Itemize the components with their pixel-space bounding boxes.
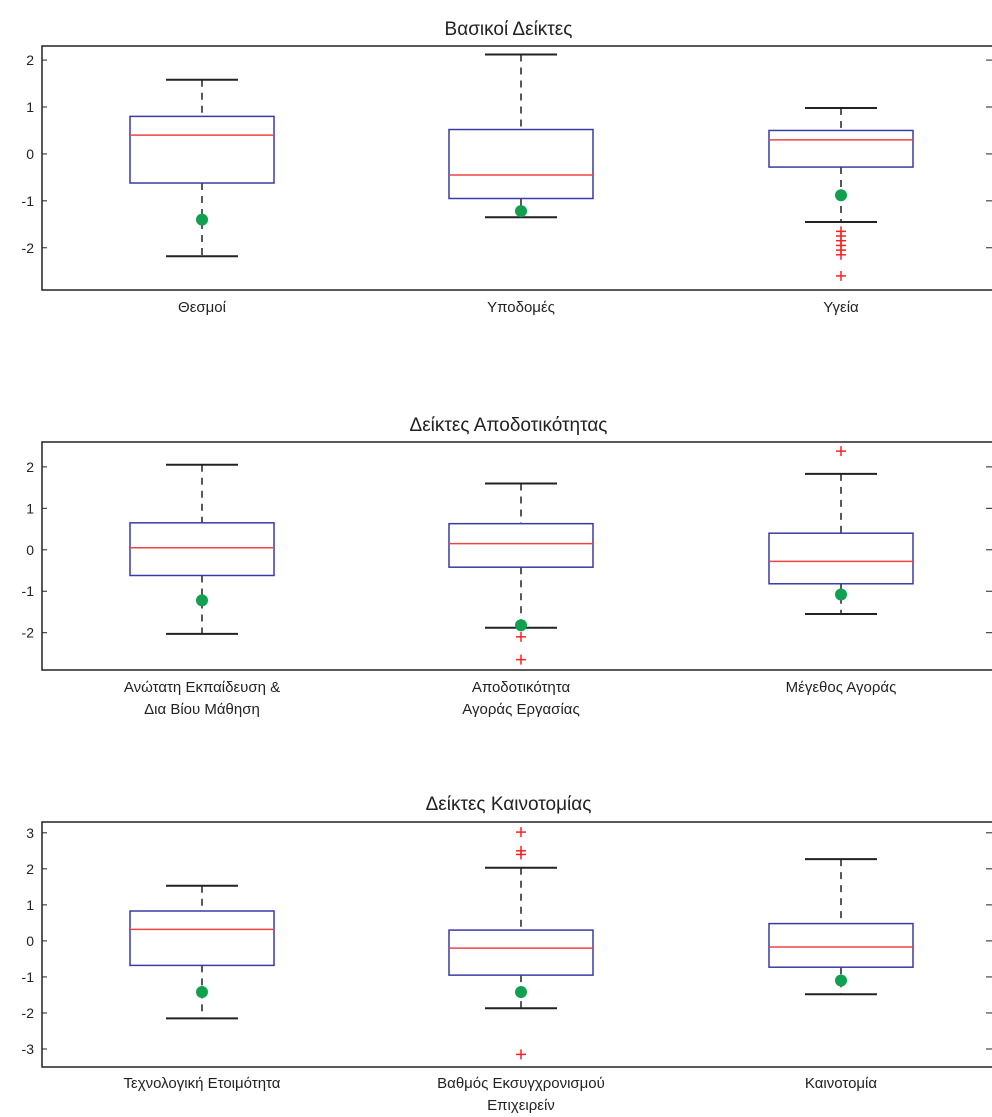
category-label: Υγεία — [823, 299, 859, 316]
plot-area-frame — [41, 821, 992, 1068]
category-label: Θεσμοί — [178, 299, 227, 316]
y-tick-label: 1 — [26, 897, 34, 913]
y-tick-label: 0 — [26, 146, 34, 162]
category-label: Μέγεθος Αγοράς — [786, 679, 897, 696]
panel-3: Δείκτες Καινοτομίας 3 2 1 0 -1 -2 -3 Τεχνολογική… — [22, 794, 992, 1114]
y-tick-label: -1 — [22, 583, 35, 599]
interquartile-box — [768, 532, 914, 585]
category-label: Αποδοτικότητα — [472, 679, 571, 696]
outlier-marker — [836, 249, 846, 260]
interquartile-box — [448, 522, 594, 568]
box-1 — [129, 463, 275, 635]
highlight-point — [515, 619, 527, 632]
box-3 — [768, 106, 914, 281]
interquartile-box — [768, 129, 914, 168]
y-tick-label: 2 — [26, 861, 34, 877]
category-label: Αγοράς Εργασίας — [462, 701, 579, 718]
category-label: Υποδομές — [487, 299, 555, 316]
highlight-point — [196, 986, 208, 999]
interquartile-box — [129, 910, 275, 967]
panel-title: Δείκτες Αποδοτικότητας — [410, 415, 608, 436]
y-tick-label: 0 — [26, 933, 34, 949]
outlier-marker — [516, 1049, 526, 1060]
highlight-point — [515, 205, 527, 218]
interquartile-box — [448, 128, 594, 200]
outlier-marker — [836, 270, 846, 281]
y-tick-label: 1 — [26, 99, 34, 115]
highlight-point — [835, 189, 847, 202]
box-1 — [129, 78, 275, 258]
y-tick-label: -1 — [22, 969, 35, 985]
panel-1: Βασικοί Δείκτες 2 1 0 -1 -2 Θεσμοί Υποδομές Υγεί… — [22, 19, 992, 316]
y-tick-label: 1 — [26, 500, 34, 516]
category-label: Τεχνολογική Ετοιμότητα — [124, 1075, 281, 1092]
y-tick-label: -2 — [22, 1005, 35, 1021]
y-tick-label: -2 — [22, 625, 35, 641]
highlight-point — [835, 588, 847, 601]
y-tick-label: 0 — [26, 542, 34, 558]
category-label: Καινοτομία — [805, 1075, 877, 1092]
category-label: Δια Βίου Μάθηση — [144, 701, 260, 718]
interquartile-box — [448, 929, 594, 976]
y-tick-label: -1 — [22, 193, 35, 209]
y-tick-label: -2 — [22, 240, 35, 256]
highlight-point — [835, 974, 847, 987]
box-2 — [448, 482, 594, 665]
y-tick-label: 2 — [26, 459, 34, 475]
plot-area-frame — [41, 441, 992, 671]
category-label: Βαθμός Εκσυγχρονισμού — [437, 1075, 605, 1092]
box-2 — [448, 827, 594, 1060]
category-label: Επιχειρείν — [487, 1097, 555, 1114]
box-3 — [768, 858, 914, 996]
interquartile-box — [129, 115, 275, 184]
outlier-marker — [516, 631, 526, 642]
highlight-point — [196, 213, 208, 226]
box-1 — [129, 884, 275, 1020]
box-3 — [768, 446, 914, 616]
outlier-marker — [836, 446, 846, 457]
highlight-point — [515, 986, 527, 999]
outlier-marker — [516, 849, 526, 860]
outlier-marker — [516, 827, 526, 838]
panel-title: Βασικοί Δείκτες — [445, 19, 573, 40]
category-label: Ανώτατη Εκπαίδευση & — [124, 679, 280, 696]
box-2 — [448, 53, 594, 219]
y-tick-label: 2 — [26, 52, 34, 68]
panel-title: Δείκτες Καινοτομίας — [426, 794, 592, 815]
plot-area-frame — [41, 45, 992, 291]
interquartile-box — [768, 922, 914, 968]
y-tick-label: 3 — [26, 825, 34, 841]
highlight-point — [196, 594, 208, 607]
y-tick-label: -3 — [22, 1041, 35, 1057]
outlier-marker — [516, 654, 526, 665]
panel-2: Δείκτες Αποδοτικότητας 2 1 0 -1 -2 Ανώτατη Εκπ… — [22, 415, 992, 718]
interquartile-box — [129, 522, 275, 577]
